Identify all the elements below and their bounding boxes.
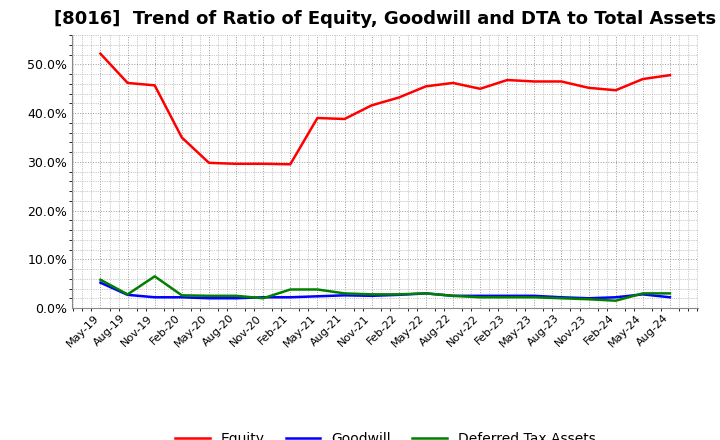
Deferred Tax Assets bbox=[150, 274, 159, 279]
Deferred Tax Assets bbox=[313, 287, 322, 292]
Goodwill bbox=[557, 295, 566, 300]
Equity bbox=[557, 79, 566, 84]
Goodwill bbox=[286, 295, 294, 300]
Deferred Tax Assets bbox=[421, 291, 430, 296]
Deferred Tax Assets bbox=[204, 293, 213, 298]
Equity bbox=[639, 77, 647, 82]
Deferred Tax Assets bbox=[503, 295, 511, 300]
Goodwill bbox=[96, 280, 105, 285]
Line: Goodwill: Goodwill bbox=[101, 282, 670, 298]
Equity bbox=[421, 84, 430, 89]
Goodwill bbox=[449, 293, 457, 298]
Deferred Tax Assets bbox=[584, 297, 593, 302]
Equity bbox=[150, 83, 159, 88]
Goodwill bbox=[367, 293, 376, 298]
Goodwill bbox=[530, 293, 539, 298]
Goodwill bbox=[611, 295, 620, 300]
Goodwill bbox=[313, 293, 322, 299]
Equity bbox=[123, 80, 132, 85]
Equity bbox=[96, 51, 105, 56]
Goodwill bbox=[421, 291, 430, 296]
Equity bbox=[232, 161, 240, 166]
Deferred Tax Assets bbox=[395, 292, 403, 297]
Goodwill bbox=[123, 292, 132, 297]
Goodwill bbox=[639, 292, 647, 297]
Goodwill bbox=[178, 295, 186, 300]
Equity bbox=[286, 161, 294, 167]
Equity bbox=[395, 95, 403, 100]
Equity bbox=[313, 115, 322, 121]
Equity bbox=[367, 103, 376, 108]
Deferred Tax Assets bbox=[557, 296, 566, 301]
Goodwill bbox=[232, 296, 240, 301]
Goodwill bbox=[259, 295, 268, 300]
Deferred Tax Assets bbox=[178, 293, 186, 298]
Equity bbox=[665, 73, 674, 78]
Deferred Tax Assets bbox=[665, 291, 674, 296]
Deferred Tax Assets bbox=[476, 295, 485, 300]
Goodwill bbox=[584, 296, 593, 301]
Goodwill bbox=[341, 293, 349, 298]
Equity bbox=[259, 161, 268, 166]
Equity bbox=[503, 77, 511, 83]
Title: [8016]  Trend of Ratio of Equity, Goodwill and DTA to Total Assets: [8016] Trend of Ratio of Equity, Goodwil… bbox=[54, 10, 716, 28]
Line: Equity: Equity bbox=[101, 54, 670, 164]
Deferred Tax Assets bbox=[123, 292, 132, 297]
Deferred Tax Assets bbox=[232, 293, 240, 298]
Deferred Tax Assets bbox=[639, 291, 647, 296]
Legend: Equity, Goodwill, Deferred Tax Assets: Equity, Goodwill, Deferred Tax Assets bbox=[169, 426, 601, 440]
Equity bbox=[341, 116, 349, 121]
Goodwill bbox=[476, 293, 485, 298]
Equity bbox=[449, 80, 457, 85]
Deferred Tax Assets bbox=[449, 293, 457, 298]
Deferred Tax Assets bbox=[611, 298, 620, 303]
Goodwill bbox=[395, 292, 403, 297]
Equity bbox=[476, 86, 485, 92]
Deferred Tax Assets bbox=[259, 296, 268, 301]
Equity bbox=[204, 160, 213, 165]
Equity bbox=[178, 135, 186, 140]
Equity bbox=[611, 88, 620, 93]
Equity bbox=[584, 85, 593, 91]
Equity bbox=[530, 79, 539, 84]
Goodwill bbox=[503, 293, 511, 298]
Deferred Tax Assets bbox=[530, 295, 539, 300]
Deferred Tax Assets bbox=[286, 287, 294, 292]
Goodwill bbox=[150, 295, 159, 300]
Deferred Tax Assets bbox=[96, 277, 105, 282]
Line: Deferred Tax Assets: Deferred Tax Assets bbox=[101, 276, 670, 301]
Deferred Tax Assets bbox=[341, 291, 349, 296]
Goodwill bbox=[665, 295, 674, 300]
Deferred Tax Assets bbox=[367, 292, 376, 297]
Goodwill bbox=[204, 296, 213, 301]
